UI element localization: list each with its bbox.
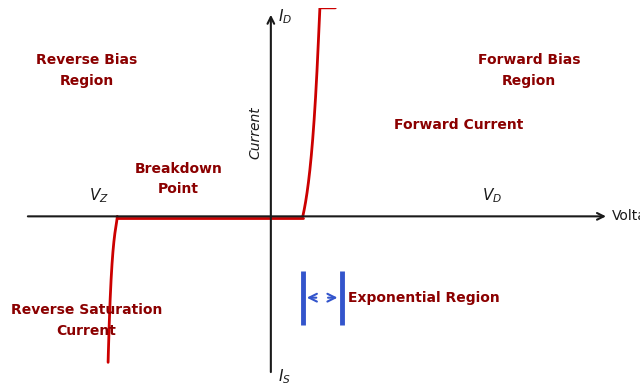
- Text: Forward Bias
Region: Forward Bias Region: [477, 53, 580, 88]
- Text: $V_D$: $V_D$: [482, 186, 502, 204]
- Text: Current: Current: [248, 107, 262, 159]
- Text: Forward Current: Forward Current: [394, 118, 523, 132]
- Text: Breakdown
Point: Breakdown Point: [135, 161, 223, 196]
- Text: $I_D$: $I_D$: [278, 7, 292, 25]
- Text: $V_Z$: $V_Z$: [89, 186, 109, 204]
- Text: Exponential Region: Exponential Region: [348, 291, 499, 305]
- Text: Reverse Saturation
Current: Reverse Saturation Current: [11, 303, 162, 338]
- Text: Voltage: Voltage: [612, 209, 640, 223]
- Text: $I_S$: $I_S$: [278, 368, 291, 386]
- Text: Reverse Bias
Region: Reverse Bias Region: [36, 53, 137, 88]
